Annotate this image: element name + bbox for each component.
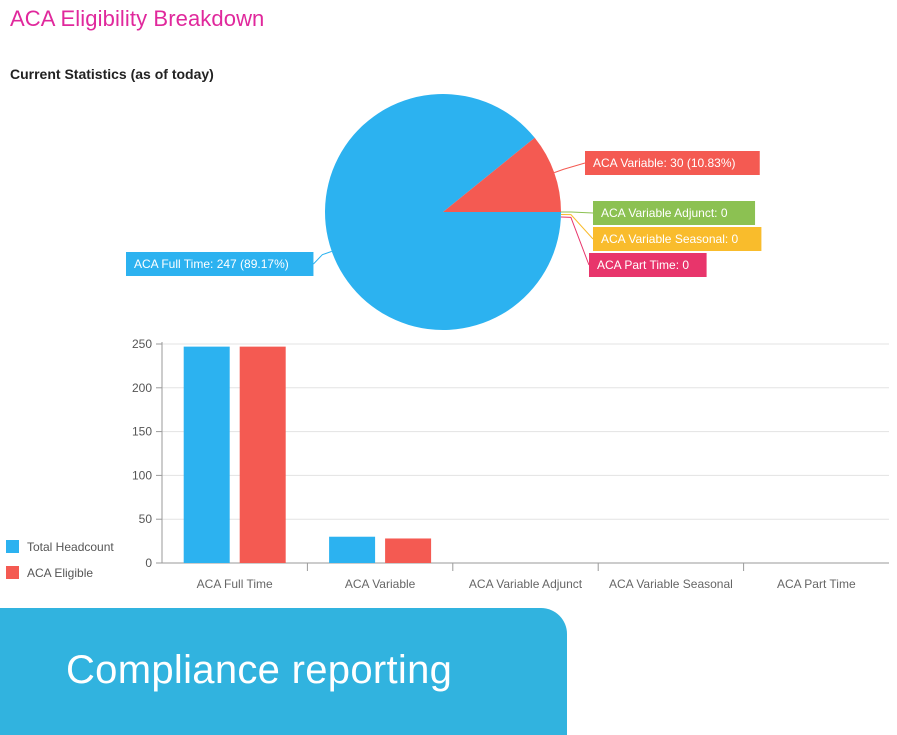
y-tick-label: 200	[132, 381, 152, 395]
pie-label-box-2	[593, 201, 756, 225]
pie-leader-line-1	[554, 162, 586, 174]
chart-subtitle: Current Statistics (as of today)	[10, 66, 214, 82]
pie-label-4: ACA Part Time: 0	[597, 258, 689, 272]
bar-aca-eligible-0[interactable]	[239, 346, 286, 563]
aca-charts: ACA Full Time: 247 (89.17%) ACA Variable:…	[6, 93, 889, 591]
bar-legend: Total Headcount ACA Eligible	[6, 540, 114, 580]
pie-leader-line-2	[561, 211, 594, 214]
bar-aca-eligible-1[interactable]	[385, 538, 432, 563]
pie-label-box-1	[585, 151, 760, 175]
pie-label-1: ACA Variable: 30 (10.83%)	[593, 156, 736, 170]
pie-label-3: ACA Variable Seasonal: 0	[601, 232, 739, 246]
y-tick-label: 100	[132, 468, 152, 482]
bar-total-headcount-1[interactable]	[329, 536, 376, 563]
y-tick-label: 50	[139, 512, 153, 526]
x-tick-label: ACA Variable Seasonal	[609, 577, 733, 591]
x-tick-label: ACA Part Time	[777, 577, 856, 591]
x-tick-label: ACA Variable Adjunct	[469, 577, 583, 591]
pie-label-box-0	[126, 252, 314, 276]
pie-leader-line-0	[313, 250, 332, 265]
pie-label-box-4	[589, 253, 707, 277]
pie-label-box-3	[593, 227, 762, 251]
bar-total-headcount-0[interactable]	[183, 346, 230, 563]
pie-slice-1[interactable]	[443, 137, 561, 212]
pie-chart: ACA Full Time: 247 (89.17%) ACA Variable:…	[126, 93, 762, 331]
y-tick-label: 250	[132, 337, 152, 351]
pie-label-0: ACA Full Time: 247 (89.17%)	[134, 257, 289, 271]
legend-swatch	[6, 540, 19, 553]
banner-text: Compliance reporting	[66, 648, 453, 692]
y-tick-label: 150	[132, 425, 152, 439]
legend-label: Total Headcount	[27, 540, 114, 554]
pie-leader-line-3	[560, 213, 594, 240]
compliance-banner: Compliance reporting	[0, 608, 567, 735]
legend-label: ACA Eligible	[27, 566, 93, 580]
legend-swatch	[6, 566, 19, 579]
x-tick-label: ACA Full Time	[197, 577, 273, 591]
pie-label-2: ACA Variable Adjunct: 0	[601, 206, 728, 220]
x-tick-label: ACA Variable	[345, 577, 416, 591]
y-tick-label: 0	[145, 556, 152, 570]
bar-chart: 0 50 100 150 200 250 ACA Full Time ACA Variable…	[132, 337, 889, 591]
page-title: ACA Eligibility Breakdown	[10, 6, 265, 31]
pie-leader-line-4	[560, 216, 590, 266]
